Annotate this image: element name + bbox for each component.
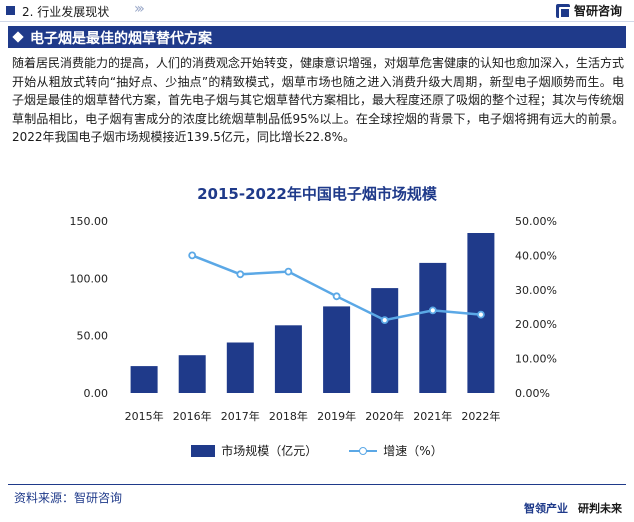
x-tick-7: 2022年 xyxy=(461,409,500,423)
x-tick-3: 2018年 xyxy=(269,409,308,423)
legend-item-bar: 市场规模（亿元） xyxy=(191,442,317,459)
top-bar: 2. 行业发展现状 ››› 智研咨询 xyxy=(0,0,634,22)
footer-divider xyxy=(8,484,626,485)
growth-point-3 xyxy=(284,267,293,276)
x-tick-0: 2015年 xyxy=(125,409,164,423)
footer-brand-b: 研判未来 xyxy=(578,502,622,515)
footer-brand-a: 智领产业 xyxy=(524,502,568,515)
growth-point-5 xyxy=(380,316,389,325)
title-band: 电子烟是最佳的烟草替代方案 xyxy=(8,26,626,48)
brand-logo: 智研咨询 xyxy=(555,2,622,19)
section-label: 2. 行业发展现状 xyxy=(22,5,110,19)
left-tick-1: 50.00 xyxy=(77,330,109,343)
x-tick-6: 2021年 xyxy=(413,409,452,423)
bar-3 xyxy=(274,325,302,393)
legend-line-swatch xyxy=(349,445,378,457)
x-tick-1: 2016年 xyxy=(173,409,212,423)
bar-6 xyxy=(419,262,447,393)
body-paragraph: 随着居民消费能力的提高，人们的消费观念开始转变，健康意识增强，对烟草危害健康的认… xyxy=(12,56,625,144)
growth-point-4 xyxy=(332,292,341,301)
bar-series xyxy=(130,233,495,393)
right-tick-5: 50.00% xyxy=(515,215,557,228)
bar-4 xyxy=(323,306,351,393)
legend-item-line: 增速（%） xyxy=(349,442,443,459)
bar-2 xyxy=(226,342,254,393)
growth-point-2 xyxy=(236,270,245,279)
logo-icon xyxy=(555,3,571,19)
right-tick-2: 20.00% xyxy=(515,318,557,331)
legend-label-line: 增速（%） xyxy=(383,444,443,458)
left-tick-0: 0.00 xyxy=(84,387,109,400)
left-tick-3: 150.00 xyxy=(70,215,109,228)
growth-point-1 xyxy=(188,251,197,260)
right-tick-0: 0.00% xyxy=(515,387,550,400)
chevrons-icon: ››› xyxy=(134,1,145,17)
section-marker-icon xyxy=(6,6,15,15)
section-title: 电子烟是最佳的烟草替代方案 xyxy=(30,31,212,47)
growth-point-7 xyxy=(476,310,485,319)
x-tick-5: 2020年 xyxy=(365,409,404,423)
logo-text: 智研咨询 xyxy=(573,4,622,18)
growth-point-6 xyxy=(428,306,437,315)
footer-brand: 智领产业 研判未来 xyxy=(524,500,622,516)
line-series xyxy=(188,251,485,325)
right-tick-1: 10.00% xyxy=(515,353,557,366)
left-tick-2: 100.00 xyxy=(70,272,109,285)
chart-legend: 市场规模（亿元） 增速（%） xyxy=(0,442,634,459)
x-axis-ticks: 2015年 2016年 2017年 2018年 2019年 2020年 2021年 2022年 xyxy=(125,409,501,423)
legend-label-bar: 市场规模（亿元） xyxy=(221,444,318,458)
right-tick-3: 30.00% xyxy=(515,284,557,297)
right-tick-4: 40.00% xyxy=(515,249,557,262)
chart-title: 2015-2022年中国电子烟市场规模 xyxy=(197,185,437,203)
left-axis-ticks: 0.00 50.00 100.00 150.00 xyxy=(70,215,109,400)
bar-1 xyxy=(178,355,206,393)
source-label: 资料来源：智研咨询 xyxy=(14,491,123,505)
bar-5 xyxy=(371,288,399,393)
x-tick-4: 2019年 xyxy=(317,409,356,423)
x-tick-2: 2017年 xyxy=(221,409,260,423)
bar-0 xyxy=(130,366,158,393)
legend-bar-swatch xyxy=(191,444,216,457)
right-axis-ticks: 0.00% 10.00% 20.00% 30.00% 40.00% 50.00% xyxy=(515,215,557,400)
